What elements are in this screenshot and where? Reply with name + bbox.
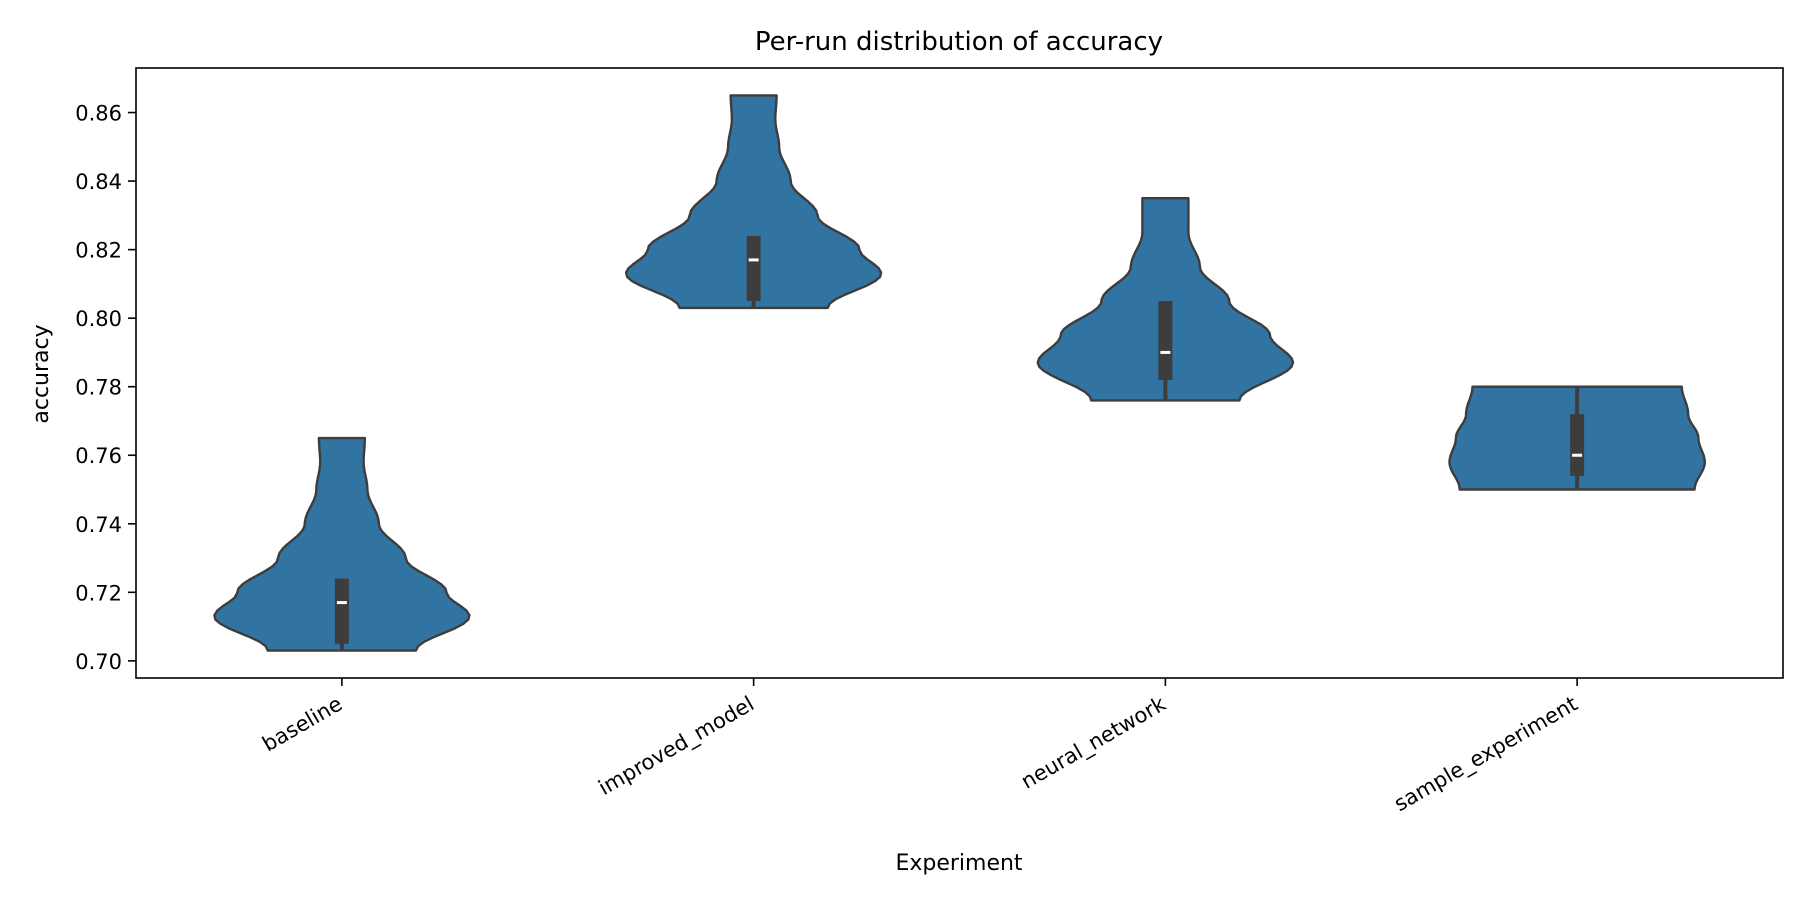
plot-area <box>213 94 1706 652</box>
violin-sample_experiment <box>1448 385 1706 491</box>
y-tick-label: 0.84 <box>75 170 122 194</box>
y-tick-label: 0.80 <box>75 307 122 331</box>
y-tick-label: 0.82 <box>75 239 122 263</box>
violin-improved_model <box>624 94 883 310</box>
violin-box <box>1570 414 1585 476</box>
y-axis: 0.70 0.72 0.74 0.76 0.78 0.80 0.82 0.84 0.86 <box>75 102 136 674</box>
violin-body <box>624 94 883 310</box>
violin-baseline <box>213 436 471 652</box>
plot-frame <box>135 67 1784 679</box>
x-axis-label: Experiment <box>895 851 1022 876</box>
y-axis-label: accuracy <box>29 324 54 423</box>
chart-title: Per-run distribution of accuracy <box>755 27 1163 57</box>
violin-body <box>213 436 471 652</box>
y-tick-label: 0.78 <box>75 376 122 400</box>
y-tick-label: 0.74 <box>75 513 122 537</box>
violin-box <box>334 578 349 644</box>
violin-box <box>1158 301 1173 380</box>
y-tick-label: 0.70 <box>75 650 122 674</box>
violin-box <box>746 235 761 302</box>
y-tick-label: 0.86 <box>75 102 122 126</box>
violin-body <box>1036 197 1295 402</box>
violin-neural_network <box>1036 197 1295 402</box>
y-tick-label: 0.72 <box>75 581 122 605</box>
y-tick-label: 0.76 <box>75 444 122 468</box>
